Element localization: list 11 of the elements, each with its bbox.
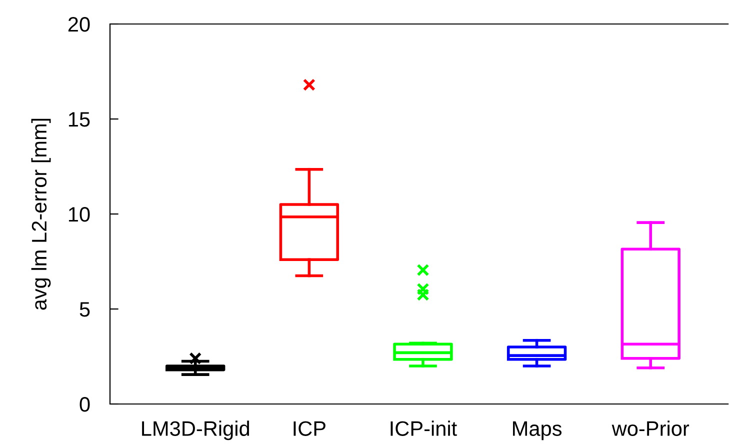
- y-axis-title: avg lm L2-error [mm]: [31, 118, 51, 310]
- y-tick-label: 20: [68, 17, 90, 32]
- y-tick-label: 15: [68, 112, 90, 127]
- y-tick-label: 5: [80, 302, 90, 317]
- x-tick-label: LM3D-Rigid: [142, 420, 250, 440]
- x-tick-label: Maps: [513, 421, 562, 440]
- y-tick-label: 10: [68, 207, 90, 222]
- y-tick-label: 0: [80, 397, 90, 412]
- x-tick-label: wo-Prior: [612, 420, 690, 436]
- x-tick-label: ICP-init: [390, 420, 457, 436]
- x-tick-label: ICP: [294, 421, 326, 436]
